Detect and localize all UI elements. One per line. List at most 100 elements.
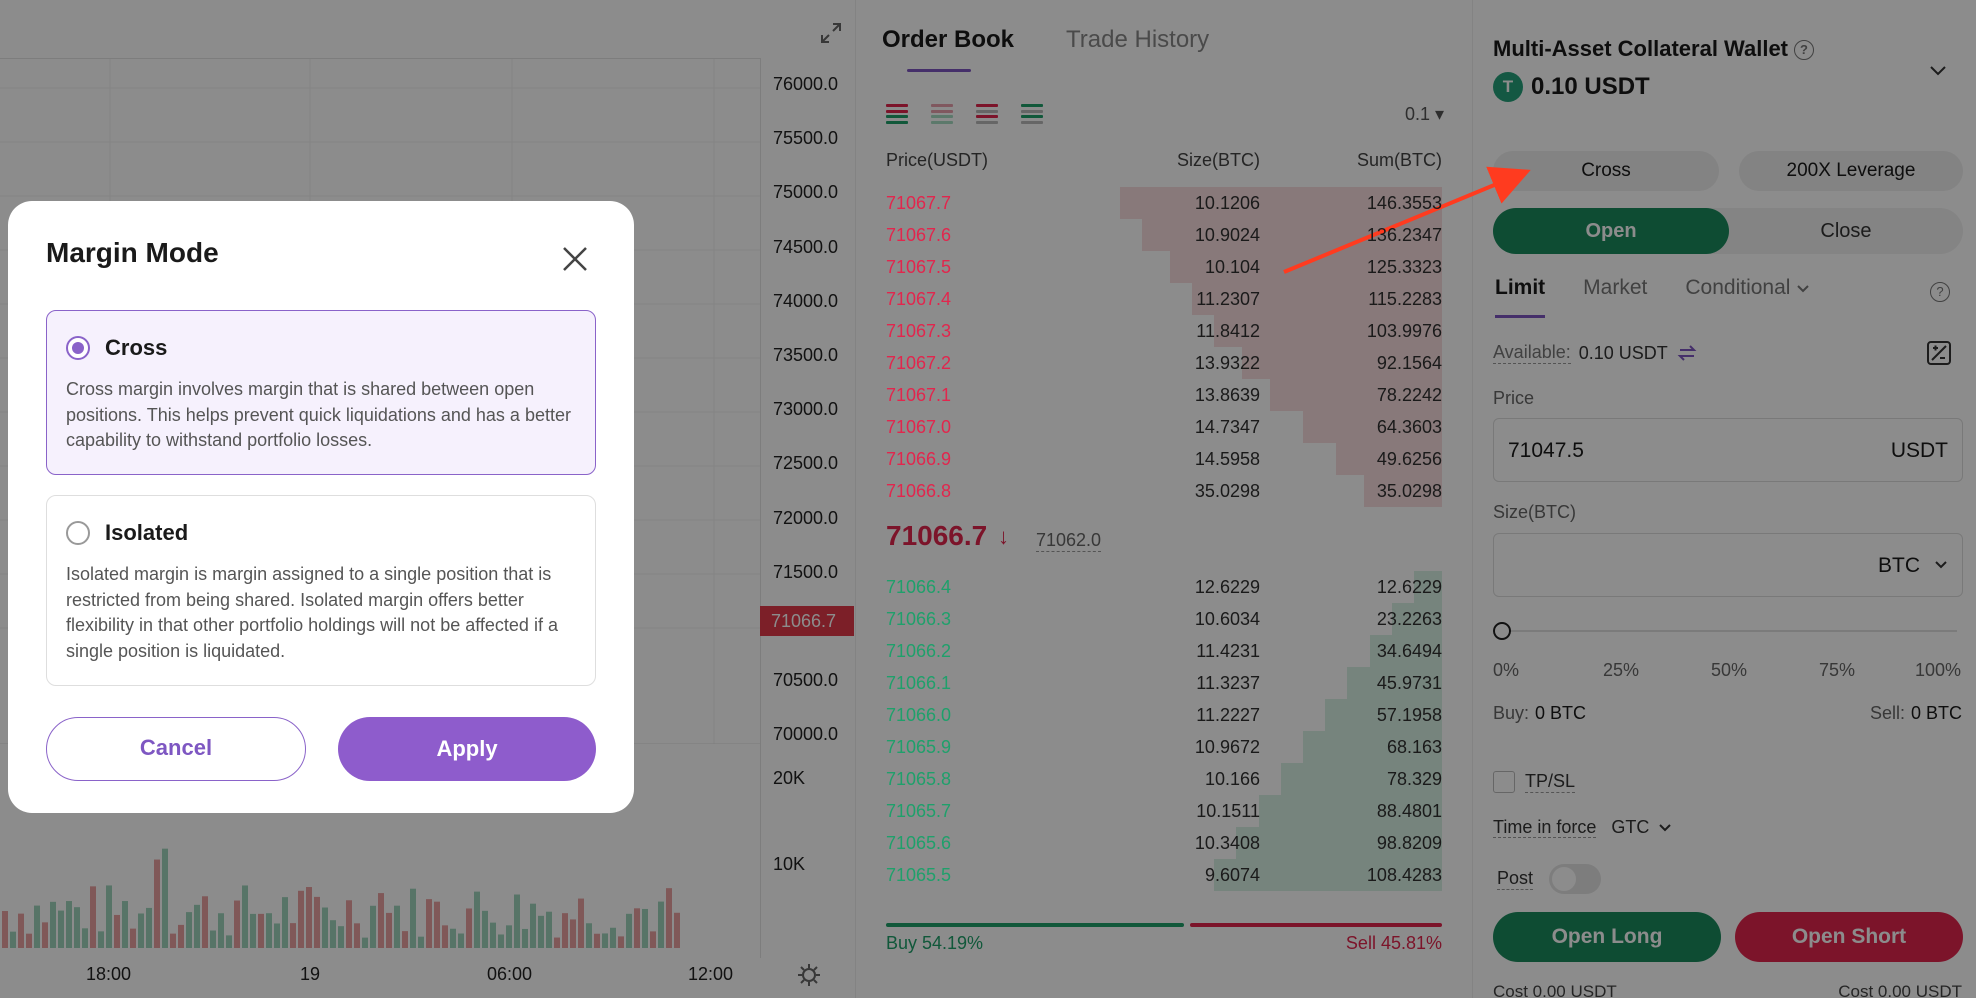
buy-value: 0 BTC	[1535, 703, 1587, 723]
tab-conditional-label: Conditional	[1685, 276, 1791, 299]
volume-bar	[530, 903, 536, 948]
ask-row[interactable]: 71067.1 13.8639 78.2242	[886, 379, 1442, 411]
bid-row[interactable]: 71065.8 10.166 78.329	[886, 763, 1442, 795]
tab-limit[interactable]: Limit	[1495, 276, 1546, 318]
help-icon[interactable]: ?	[1930, 282, 1950, 302]
ask-row[interactable]: 71066.9 14.5958 49.6256	[886, 443, 1442, 475]
radio-icon[interactable]	[66, 521, 90, 545]
depth-bar	[1303, 731, 1442, 763]
size-input[interactable]: BTC	[1493, 533, 1963, 597]
time-axis-tick: 06:00	[487, 964, 533, 984]
post-only-toggle[interactable]	[1549, 864, 1602, 894]
ask-row[interactable]: 71067.7 10.1206 146.3553	[886, 187, 1442, 219]
volume-bar	[242, 885, 248, 948]
wallet-title: Multi-Asset Collateral Wallet?	[1493, 36, 1815, 62]
view-both-icon[interactable]	[886, 104, 908, 124]
help-icon[interactable]: ?	[1794, 40, 1815, 60]
depth-bar	[1241, 347, 1442, 379]
expand-icon[interactable]	[818, 20, 844, 46]
close-tab[interactable]: Close	[1820, 220, 1872, 242]
radio-icon[interactable]	[66, 336, 90, 360]
bid-row[interactable]: 71065.5 9.6074 108.4283	[886, 859, 1442, 891]
size-slider-track[interactable]	[1501, 630, 1957, 632]
size-slider-handle[interactable]	[1493, 622, 1511, 640]
last-price-tag: 71066.7	[760, 606, 854, 636]
depth-bar	[1214, 859, 1442, 891]
depth-bar	[1391, 603, 1442, 635]
chevron-down-icon[interactable]	[1658, 823, 1672, 833]
ask-row[interactable]: 71067.3 11.8412 103.9976	[886, 315, 1442, 347]
bid-row[interactable]: 71065.7 10.1511 88.4801	[886, 795, 1442, 827]
ask-row[interactable]: 71067.4 11.2307 115.2283	[886, 283, 1442, 315]
buy-label: Buy:	[1493, 703, 1530, 723]
settings-icon[interactable]	[796, 962, 822, 988]
slider-mark-25[interactable]: 25%	[1603, 660, 1640, 680]
tpsl-checkbox[interactable]	[1493, 771, 1515, 793]
bid-row[interactable]: 71065.9 10.9672 68.163	[886, 731, 1442, 763]
size-unit[interactable]: BTC	[1878, 554, 1920, 577]
bid-row[interactable]: 71066.0 11.2227 57.1958	[886, 699, 1442, 731]
price-axis-tick: 74000.0	[773, 290, 839, 311]
bid-row[interactable]: 71066.4 12.6229 12.6229	[886, 571, 1442, 603]
slider-mark-100[interactable]: 100%	[1915, 660, 1962, 680]
option-isolated[interactable]: Isolated Isolated margin is margin assig…	[46, 495, 596, 686]
ask-row[interactable]: 71066.8 35.0298 35.0298	[886, 475, 1442, 507]
depth-bar	[1280, 763, 1442, 795]
volume-bars	[2, 848, 680, 948]
view-asks-icon[interactable]	[976, 104, 998, 124]
chevron-down-icon[interactable]	[1934, 560, 1948, 570]
order-type-tabs: Limit Market Conditional	[1495, 276, 1810, 318]
asks-list: 71067.7 10.1206 146.3553 71067.6 10.9024 136.…	[886, 187, 1442, 507]
row-sum: 92.1564	[1376, 353, 1442, 373]
ask-row[interactable]: 71067.2 13.9322 92.1564	[886, 347, 1442, 379]
volume-bar	[162, 848, 168, 948]
tab-trade-history[interactable]: Trade History	[1066, 26, 1210, 53]
price-axis-tick: 70500.0	[773, 670, 839, 691]
ask-row[interactable]: 71067.0 14.7347 64.3603	[886, 411, 1442, 443]
price-input[interactable]: 71047.5 USDT	[1493, 418, 1963, 482]
slider-mark-75[interactable]: 75%	[1819, 660, 1856, 680]
row-price: 71067.3	[886, 321, 952, 341]
row-size: 12.6229	[1194, 577, 1260, 597]
open-long-button[interactable]: Open Long	[1493, 912, 1721, 962]
open-tab[interactable]: Open	[1493, 208, 1729, 254]
cost-long: Cost 0.00 USDT	[1493, 982, 1617, 998]
close-icon[interactable]	[560, 244, 590, 274]
tab-order-book[interactable]: Order Book	[882, 26, 1014, 72]
swap-icon[interactable]	[1676, 342, 1698, 364]
cancel-button[interactable]: Cancel	[46, 717, 306, 781]
apply-button[interactable]: Apply	[338, 717, 596, 781]
row-size: 11.8412	[1196, 321, 1260, 341]
volume-bar	[178, 924, 184, 948]
bid-row[interactable]: 71066.1 11.3237 45.9731	[886, 667, 1442, 699]
volume-bar	[202, 896, 208, 948]
bid-row[interactable]: 71065.6 10.3408 98.8209	[886, 827, 1442, 859]
sell-label: Sell:	[1869, 703, 1905, 723]
ask-row[interactable]: 71067.5 10.104 125.3323	[886, 251, 1442, 283]
option-cross[interactable]: Cross Cross margin involves margin that …	[46, 310, 596, 475]
row-price: 71066.1	[886, 673, 952, 693]
tif-select[interactable]: GTC	[1611, 817, 1650, 837]
row-price: 71067.2	[886, 353, 952, 373]
calculator-icon[interactable]	[1926, 340, 1952, 366]
slider-mark-0[interactable]: 0%	[1493, 660, 1520, 680]
tab-conditional[interactable]: Conditional	[1685, 276, 1810, 318]
bid-row[interactable]: 71066.3 10.6034 23.2263	[886, 603, 1442, 635]
precision-select[interactable]: 0.1 ▾	[1404, 104, 1444, 124]
view-split-icon[interactable]	[931, 104, 953, 124]
view-bids-icon[interactable]	[1021, 104, 1043, 124]
volume-bar	[418, 936, 424, 948]
leverage-button[interactable]: 200X Leverage	[1739, 151, 1963, 191]
row-sum: 64.3603	[1376, 417, 1442, 437]
bid-row[interactable]: 71066.2 11.4231 34.6494	[886, 635, 1442, 667]
volume-bar	[626, 913, 632, 948]
ask-row[interactable]: 71067.6 10.9024 136.2347	[886, 219, 1442, 251]
chevron-down-icon[interactable]	[1928, 60, 1948, 80]
open-short-button[interactable]: Open Short	[1735, 912, 1963, 962]
slider-mark-50[interactable]: 50%	[1711, 660, 1748, 680]
last-trade-price[interactable]: 71066.7	[886, 520, 988, 551]
row-size: 14.7347	[1194, 417, 1260, 437]
tab-market[interactable]: Market	[1583, 276, 1648, 299]
row-size: 10.6034	[1194, 609, 1260, 629]
depth-bar	[1336, 443, 1442, 475]
